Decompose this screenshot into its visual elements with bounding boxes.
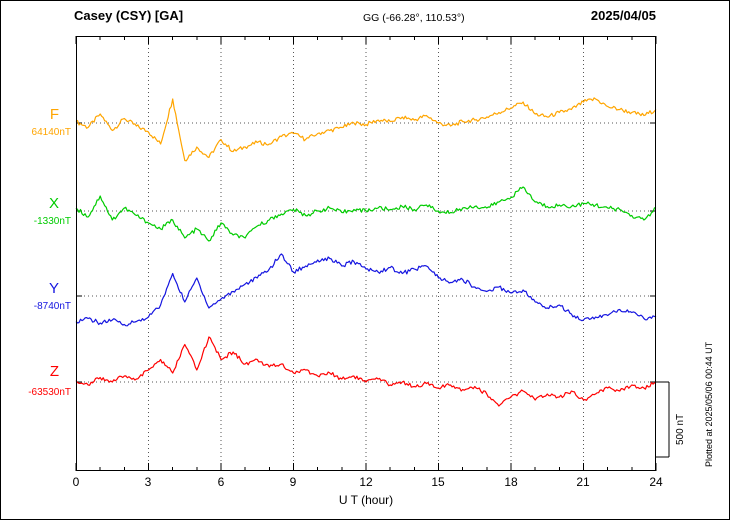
x-tick-21: 21 — [576, 475, 590, 489]
x-tick-9: 9 — [289, 475, 297, 489]
x-axis-title: U T (hour) — [338, 493, 394, 507]
series-label-f: F — [49, 106, 59, 123]
trace-Z — [75, 336, 657, 407]
series-label-z: Z — [49, 363, 59, 380]
plot-frame — [76, 36, 656, 471]
plot-date: 2025/04/05 — [590, 8, 656, 23]
plotted-timestamp-note: Plotted at 2025/05/06 00:44 UT — [704, 341, 714, 467]
trace-X — [75, 186, 657, 242]
trace-F — [75, 97, 657, 162]
x-tick-15: 15 — [431, 475, 445, 489]
geographic-coords: GG (-66.28°, 110.53°) — [363, 12, 465, 24]
series-label-y: Y — [48, 280, 59, 297]
baseline-value-f: 64140nT — [31, 127, 71, 138]
baseline-value-x: -1330nT — [33, 216, 71, 227]
series-label-x: X — [48, 195, 59, 212]
scale-bar-label: 500 nT — [675, 413, 686, 445]
x-tick-24: 24 — [649, 475, 663, 489]
baseline-value-y: -8740nT — [33, 301, 71, 312]
x-tick-12: 12 — [359, 475, 373, 489]
station-title: Casey (CSY) [GA] — [74, 8, 184, 23]
trace-Y — [75, 253, 657, 327]
x-tick-6: 6 — [217, 475, 225, 489]
baseline-value-z: -63530nT — [28, 387, 71, 398]
x-tick-3: 3 — [144, 475, 152, 489]
x-tick-0: 0 — [72, 475, 80, 489]
x-tick-18: 18 — [504, 475, 518, 489]
